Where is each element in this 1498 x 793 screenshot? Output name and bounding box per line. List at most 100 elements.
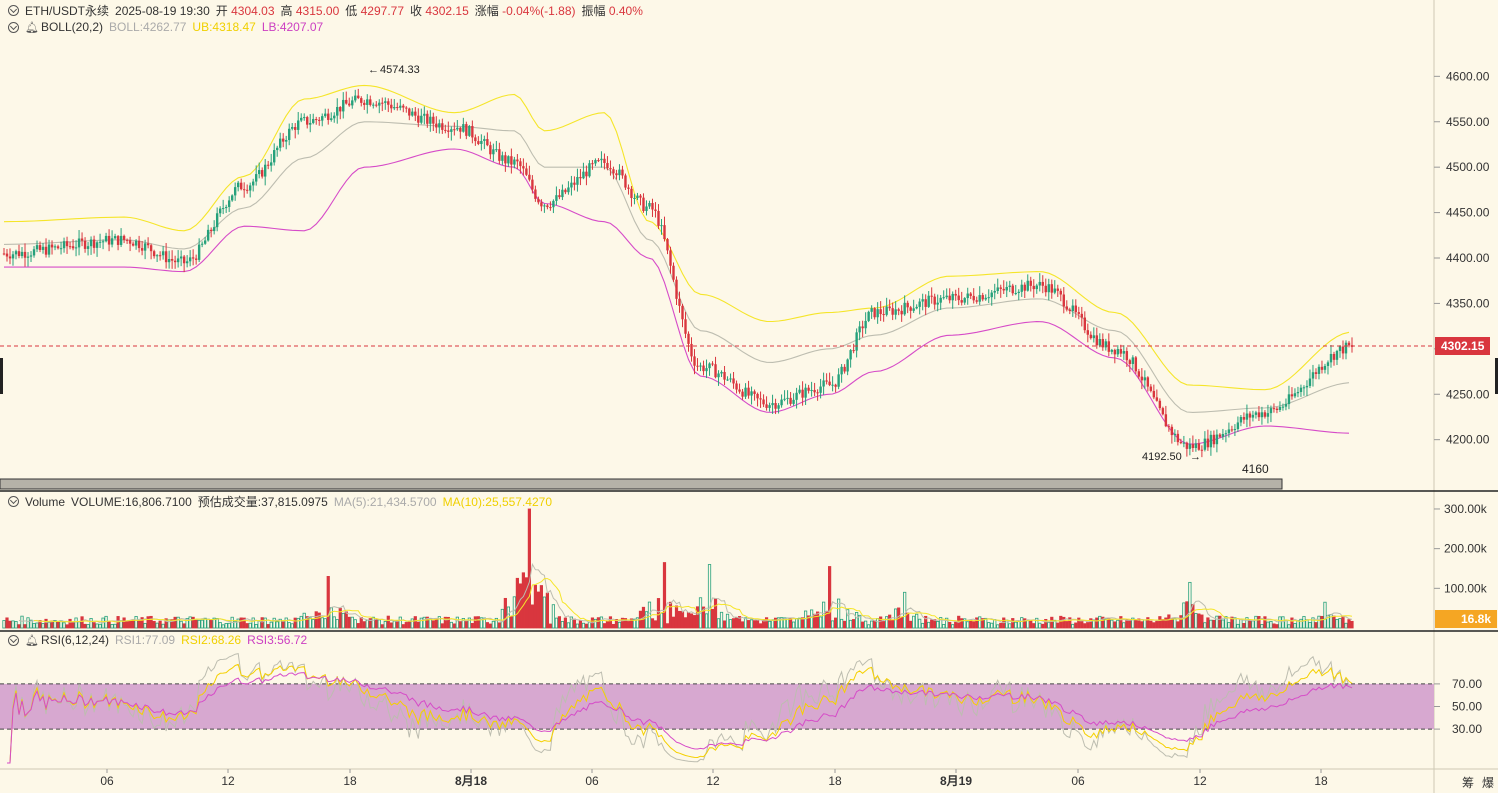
volume-bar bbox=[1041, 623, 1045, 629]
collapse-icon[interactable] bbox=[8, 634, 19, 646]
volume-bar bbox=[1008, 623, 1012, 629]
candle bbox=[726, 376, 729, 381]
candle bbox=[330, 112, 333, 122]
candle bbox=[627, 184, 630, 195]
candle bbox=[1122, 345, 1126, 360]
candle bbox=[819, 378, 822, 399]
candle bbox=[1248, 411, 1252, 427]
volume-bar bbox=[29, 619, 33, 629]
candle bbox=[480, 134, 483, 151]
volume-bar bbox=[701, 606, 706, 629]
volume-bar bbox=[248, 622, 252, 629]
volume-bar bbox=[536, 591, 540, 629]
candle bbox=[810, 381, 813, 397]
collapse-icon[interactable] bbox=[8, 5, 19, 16]
volume-bar bbox=[140, 617, 144, 629]
volume-bar bbox=[599, 616, 604, 629]
volume-bar bbox=[1230, 616, 1234, 629]
candle bbox=[1095, 327, 1099, 349]
volume-bar bbox=[611, 623, 616, 629]
candle bbox=[1176, 430, 1180, 446]
candle bbox=[1086, 323, 1090, 343]
candle bbox=[432, 112, 435, 132]
volume-bar bbox=[840, 618, 844, 629]
volume-bar bbox=[1215, 615, 1219, 629]
volume-bar bbox=[476, 616, 480, 629]
candle bbox=[1281, 403, 1285, 411]
candle bbox=[363, 99, 366, 110]
volume-bar bbox=[89, 618, 93, 629]
candle bbox=[591, 160, 594, 170]
candle bbox=[1077, 306, 1080, 320]
candle bbox=[351, 96, 354, 109]
volume-bar bbox=[632, 618, 637, 629]
volume-bar bbox=[659, 612, 664, 629]
volume-bar bbox=[1188, 581, 1192, 629]
volume-bar bbox=[909, 620, 913, 629]
boll-mid-line bbox=[3, 121, 1350, 413]
candle bbox=[732, 371, 735, 389]
volume-bar bbox=[98, 623, 102, 629]
candle bbox=[1344, 340, 1348, 360]
rsi1-value: RSI1:77.09 bbox=[115, 633, 176, 647]
candle bbox=[489, 141, 492, 160]
candle bbox=[750, 386, 753, 405]
volume-bar bbox=[1224, 616, 1228, 629]
volume-bar bbox=[855, 612, 859, 629]
right-drag-handle[interactable] bbox=[1495, 358, 1498, 394]
candle bbox=[402, 103, 405, 113]
volume-bar bbox=[867, 624, 871, 629]
candle bbox=[185, 255, 189, 268]
volume-bar bbox=[731, 618, 736, 629]
candle bbox=[1041, 275, 1044, 294]
candle bbox=[396, 102, 399, 111]
candle bbox=[897, 307, 900, 316]
collapse-icon[interactable] bbox=[8, 21, 19, 33]
volume-bar bbox=[371, 616, 375, 629]
candle bbox=[513, 156, 516, 169]
volume-bar bbox=[1053, 619, 1057, 629]
candle bbox=[357, 88, 360, 100]
volume-bar bbox=[527, 508, 531, 629]
rsi-tick-label: 50.00 bbox=[1452, 700, 1482, 714]
candle bbox=[1125, 347, 1129, 367]
volume-bar bbox=[194, 619, 198, 629]
symbol-legend: ETH/USDT永续 2025-08-19 19:30 开 4304.03 高 … bbox=[8, 2, 643, 19]
volume-bar bbox=[464, 620, 468, 629]
chip-distribution-button[interactable]: 筹 bbox=[1462, 776, 1475, 790]
candle bbox=[1320, 360, 1324, 374]
candle bbox=[1323, 363, 1327, 374]
candle bbox=[918, 298, 921, 315]
bell-icon[interactable]: 🔔︎ bbox=[25, 21, 39, 34]
volume-bar bbox=[921, 622, 925, 629]
volume-bar bbox=[972, 621, 976, 629]
candle bbox=[1191, 435, 1195, 452]
candle bbox=[381, 97, 384, 112]
chart-scrollbar[interactable] bbox=[0, 478, 1283, 490]
volume-bar bbox=[870, 620, 874, 629]
price-tick-label: 4550.00 bbox=[1446, 115, 1490, 129]
volume-bar bbox=[1056, 622, 1060, 629]
left-drag-handle[interactable] bbox=[0, 358, 3, 394]
candle bbox=[1335, 349, 1339, 366]
candle bbox=[158, 251, 162, 261]
volume-bar bbox=[530, 604, 534, 629]
candle bbox=[1089, 331, 1093, 340]
volume-tick-label: 200.00k bbox=[1444, 542, 1488, 556]
candle bbox=[1044, 278, 1047, 297]
candle bbox=[672, 262, 675, 282]
volume-current-tag: 16.8k bbox=[1435, 610, 1497, 628]
candle bbox=[594, 158, 597, 167]
candle bbox=[1257, 406, 1261, 422]
candle bbox=[705, 359, 708, 379]
bell-icon[interactable]: 🔔︎ bbox=[25, 634, 39, 647]
volume-bar bbox=[494, 617, 498, 629]
volume-bar bbox=[455, 616, 459, 629]
volume-bar bbox=[680, 611, 685, 629]
collapse-icon[interactable] bbox=[8, 496, 19, 507]
candle bbox=[576, 168, 579, 192]
volume-bar bbox=[1212, 619, 1216, 629]
liquidation-button[interactable]: 爆 bbox=[1482, 776, 1495, 790]
volume-bar bbox=[314, 611, 318, 629]
